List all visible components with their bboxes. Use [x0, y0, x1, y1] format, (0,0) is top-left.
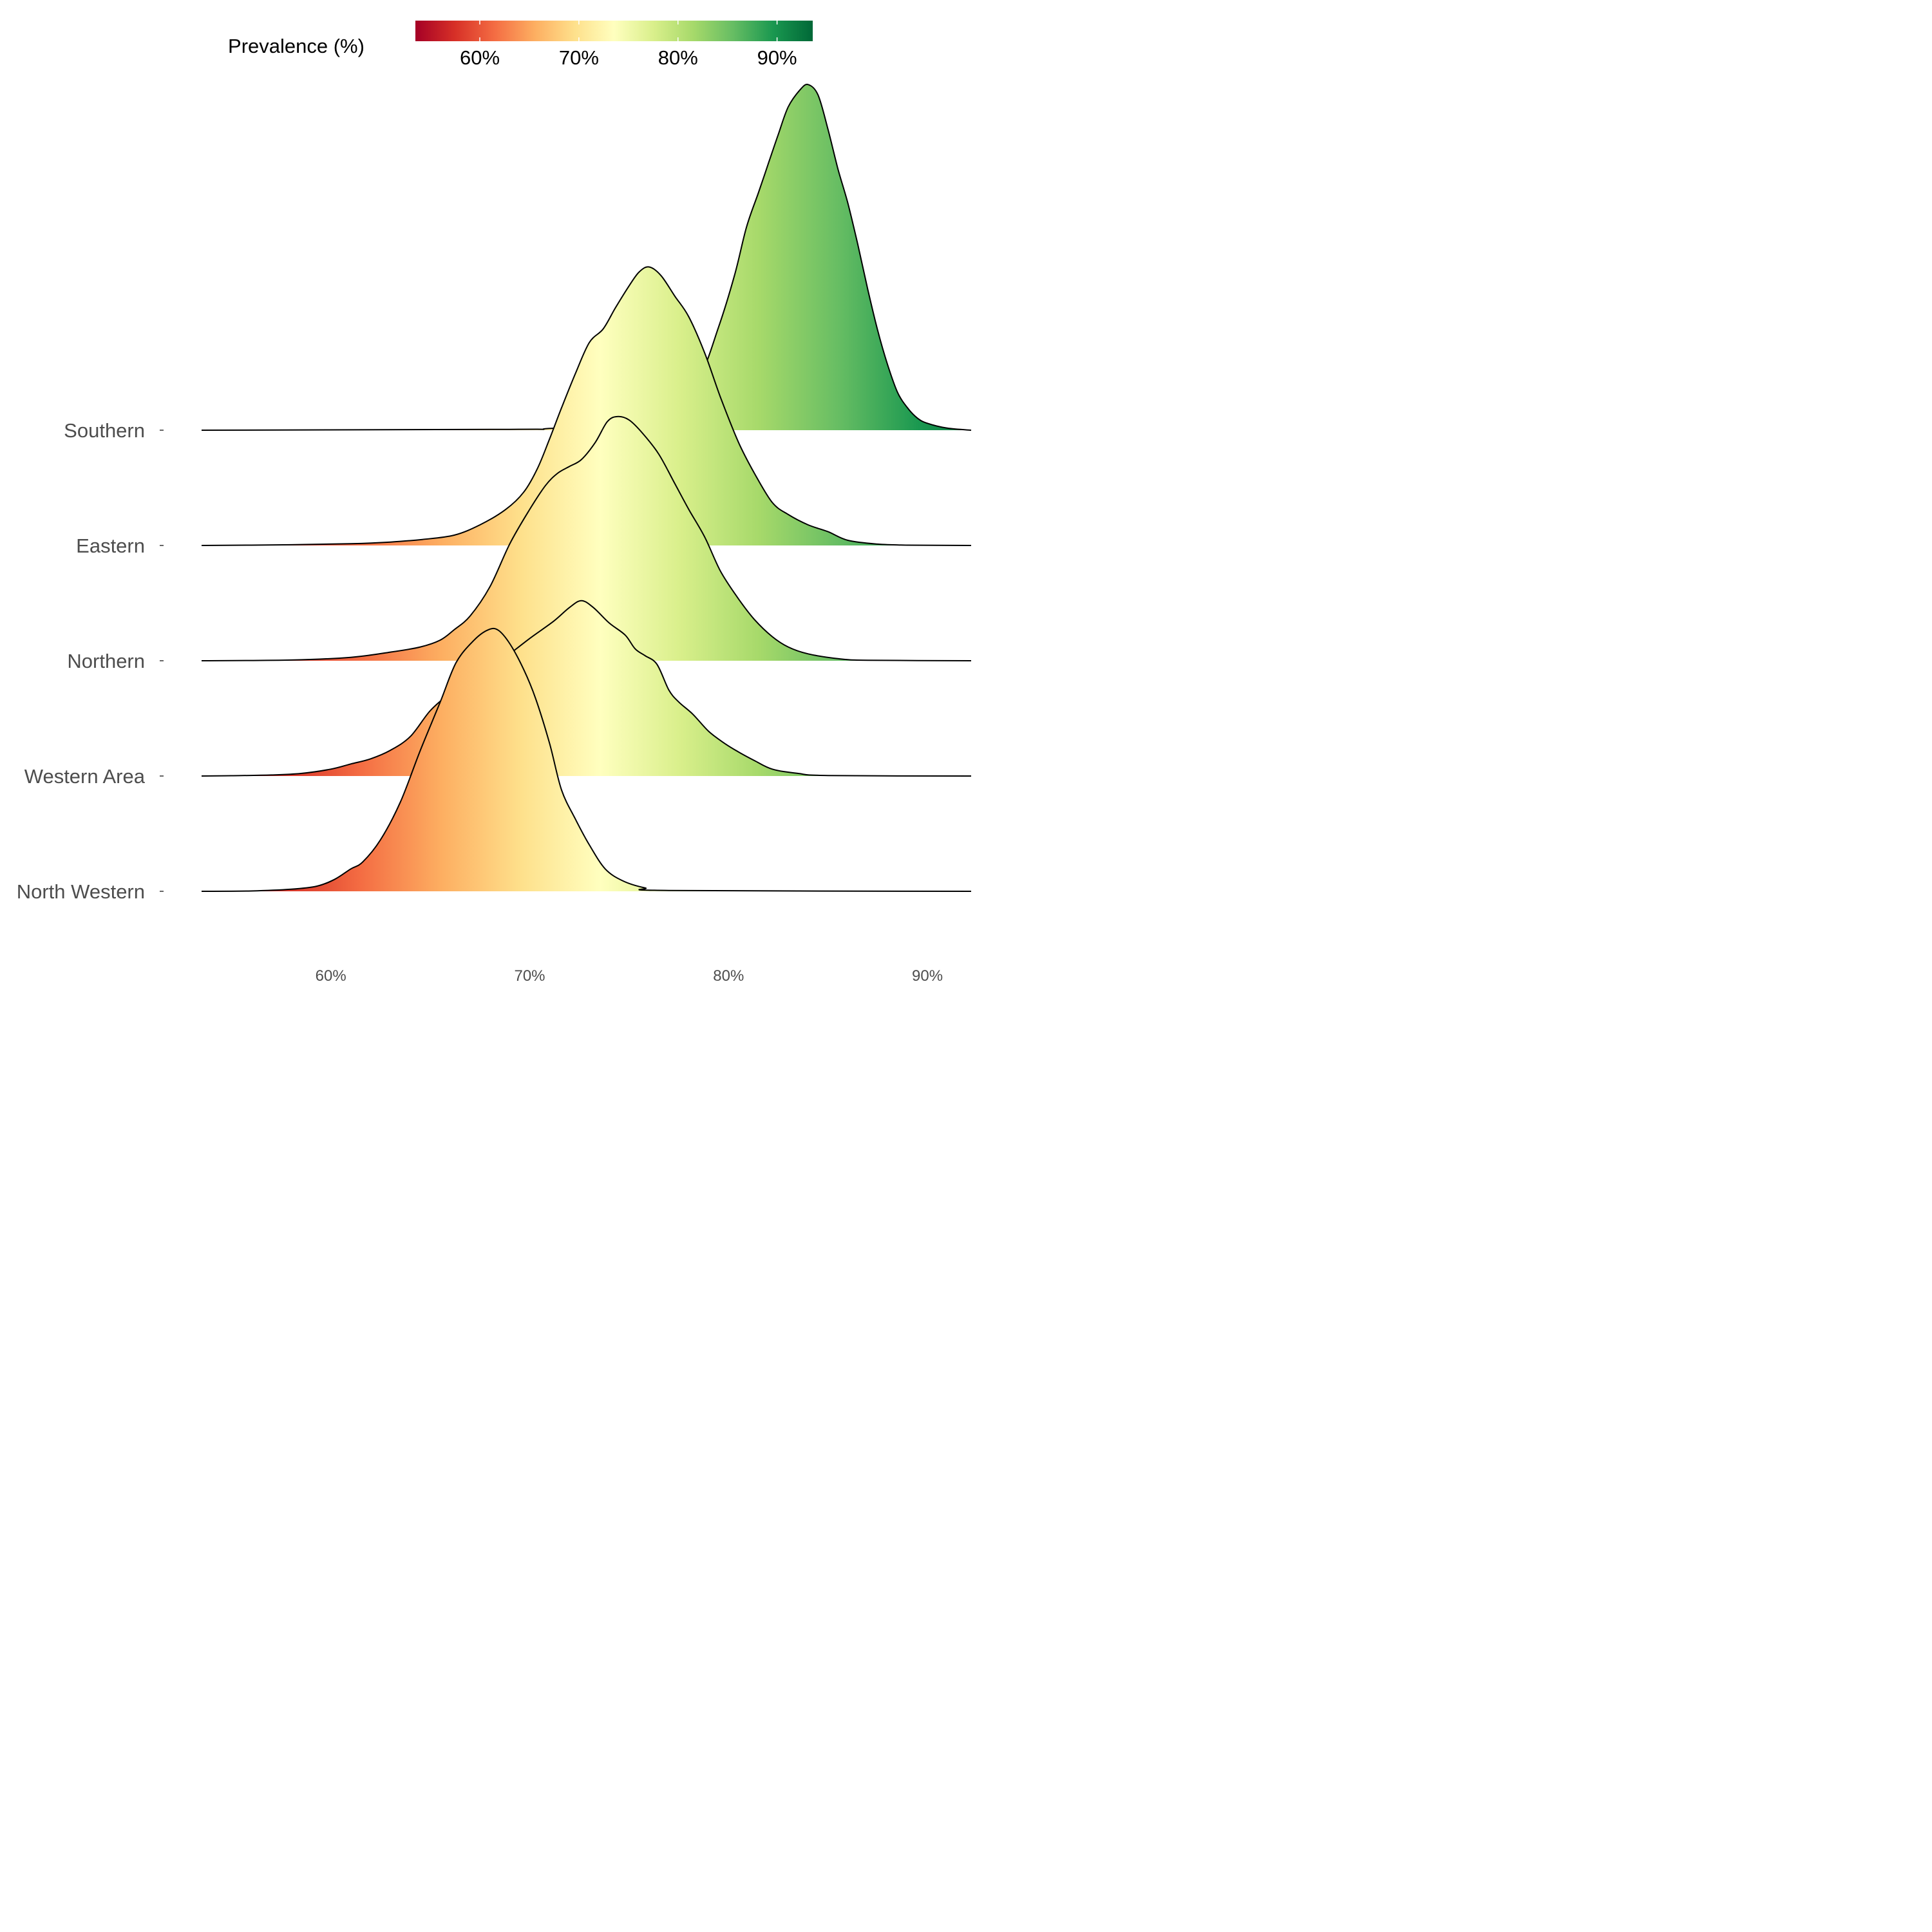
legend-tick-label: 90% — [757, 46, 797, 69]
ridgeline-chart: Prevalence (%) 60% 70% 80% 90% Southern East… — [17, 21, 972, 985]
legend-tick-label: 70% — [559, 46, 599, 69]
y-tick-label: Northern — [67, 650, 145, 672]
ridge-fill — [202, 267, 971, 545]
ridges — [201, 84, 972, 892]
color-legend: Prevalence (%) 60% 70% 80% 90% — [228, 21, 813, 69]
ridge-fill — [202, 84, 971, 430]
y-tick-label: Eastern — [76, 535, 145, 557]
legend-tick-label: 60% — [460, 46, 500, 69]
legend-colorbar — [415, 21, 813, 41]
ridge-outline — [201, 627, 972, 892]
ridge-outline — [201, 415, 972, 661]
ridge-north-western — [201, 627, 972, 892]
ridge-western-area — [201, 600, 972, 777]
ridge-outline — [201, 266, 972, 546]
ridge-fill — [202, 416, 971, 661]
y-tick-label: Western Area — [24, 765, 146, 788]
x-tick-label: 90% — [912, 967, 943, 985]
legend-ticks: 60% 70% 80% 90% — [460, 21, 797, 69]
ridge-northern — [201, 415, 972, 661]
y-tick-label: Southern — [64, 419, 145, 442]
y-tick-label: North Western — [17, 880, 145, 903]
legend-tick-label: 80% — [658, 46, 698, 69]
ridge-eastern — [201, 266, 972, 546]
y-axis: Southern Eastern Northern Western Area North… — [17, 419, 164, 903]
x-tick-label: 70% — [514, 967, 545, 985]
legend-title: Prevalence (%) — [228, 35, 365, 57]
ridge-outline — [201, 600, 972, 777]
ridge-fill — [202, 600, 971, 776]
x-tick-label: 80% — [713, 967, 744, 985]
ridge-fill — [202, 628, 971, 891]
x-axis: 60% 70% 80% 90% — [316, 967, 943, 985]
x-tick-label: 60% — [316, 967, 346, 985]
